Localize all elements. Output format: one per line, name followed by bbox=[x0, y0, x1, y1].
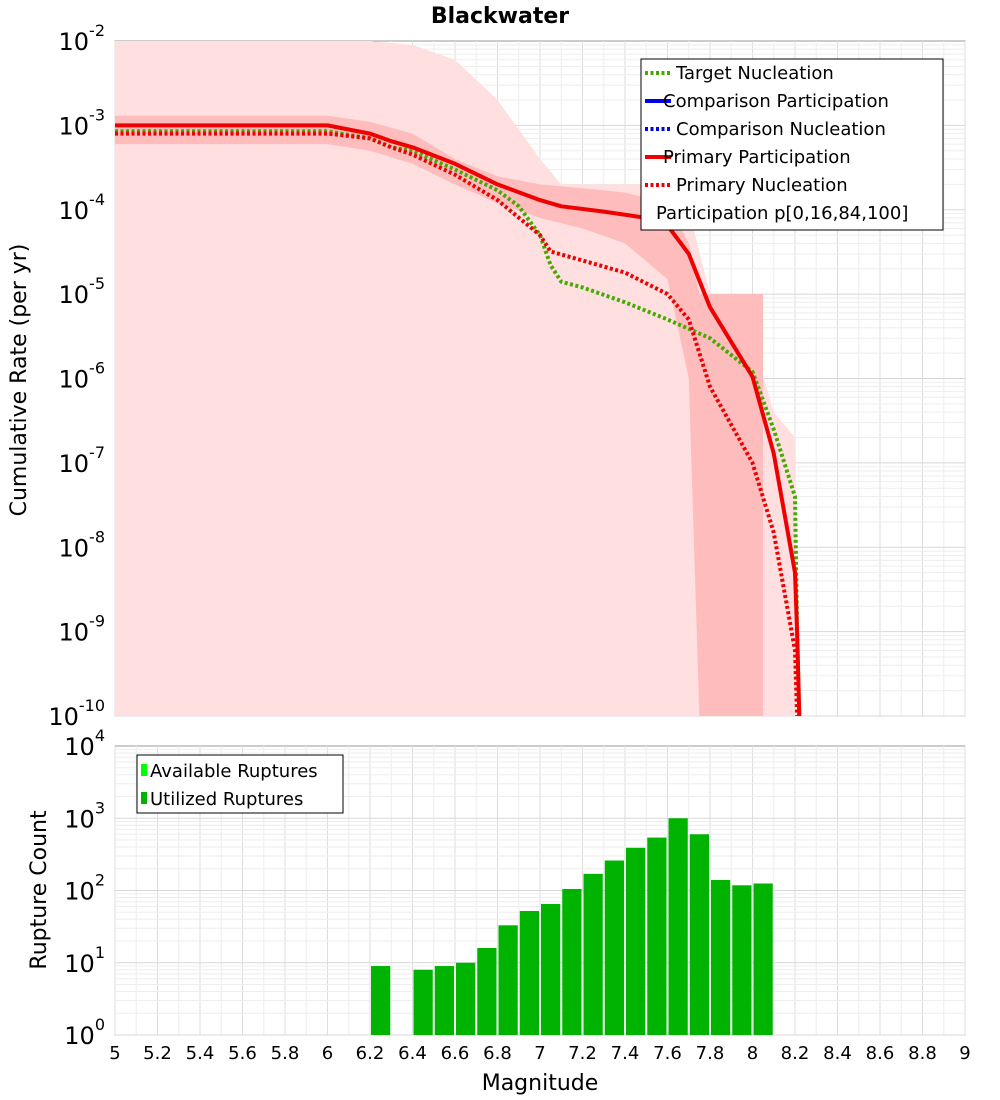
y-tick-label: 10-10 bbox=[48, 696, 105, 731]
x-tick-label: 9 bbox=[959, 1043, 970, 1064]
y-tick-label: 100 bbox=[64, 1015, 105, 1050]
x-tick-label: 5.2 bbox=[143, 1043, 172, 1064]
legend-swatch bbox=[141, 792, 147, 804]
rate-legend-box bbox=[640, 58, 944, 231]
count-bars bbox=[371, 818, 773, 1035]
y-tick-label: 10-4 bbox=[59, 190, 106, 225]
x-tick-label: 7.8 bbox=[696, 1043, 725, 1064]
x-tick-label: 6.2 bbox=[356, 1043, 385, 1064]
x-tick-label: 5.4 bbox=[186, 1043, 215, 1064]
rupture-count-bar bbox=[583, 873, 603, 1035]
rupture-count-bar bbox=[753, 883, 773, 1035]
rupture-count-bar bbox=[371, 966, 391, 1035]
legend-label: Primary Participation bbox=[663, 147, 851, 168]
rupture-count-bar bbox=[519, 911, 539, 1035]
rupture-count-bar bbox=[626, 847, 646, 1035]
chart-title: Blackwater bbox=[431, 4, 569, 29]
rupture-count-bar bbox=[562, 888, 582, 1035]
count-legend-box bbox=[136, 754, 344, 814]
x-tick-label: 8.2 bbox=[781, 1043, 810, 1064]
rupture-count-bar bbox=[647, 837, 667, 1035]
rupture-count-bar bbox=[456, 962, 476, 1035]
x-tick-label: 6.6 bbox=[441, 1043, 470, 1064]
legend-label: Comparison Participation bbox=[663, 91, 889, 112]
x-tick-label: 8.6 bbox=[866, 1043, 895, 1064]
legend-label: Comparison Nucleation bbox=[676, 119, 886, 140]
rupture-count-bar bbox=[689, 834, 709, 1035]
x-tick-labels: 5 5.2 5.4 5.6 5.8 6 6.2 6.4 6.6 6.8 7 7.2 7.4 7.6 7.8 8… bbox=[109, 1043, 970, 1064]
rupture-count-bar bbox=[541, 904, 561, 1035]
y-tick-label: 10-8 bbox=[59, 527, 106, 562]
legend-label: Target Nucleation bbox=[675, 63, 834, 84]
participation-bands bbox=[115, 41, 795, 716]
x-tick-label: 6.4 bbox=[398, 1043, 427, 1064]
legend-label: Primary Nucleation bbox=[676, 175, 848, 196]
count-legend-items: Available Ruptures Utilized Ruptures bbox=[141, 761, 318, 810]
legend-label: Available Ruptures bbox=[150, 761, 318, 782]
count-legend: Available Ruptures Utilized Ruptures bbox=[136, 754, 344, 814]
legend-swatch bbox=[141, 764, 147, 776]
rate-chart: 10-2 10-3 10-4 10-5 10-6 10-7 10-8 10-9 10-10 Cu… bbox=[7, 21, 966, 731]
y-tick-label: 10-7 bbox=[59, 443, 106, 478]
band-p16-p84 bbox=[115, 115, 764, 716]
y-tick-label: 10-2 bbox=[59, 21, 106, 56]
x-tick-label: 7.4 bbox=[611, 1043, 640, 1064]
x-tick-label: 7 bbox=[534, 1043, 545, 1064]
rupture-count-bar bbox=[668, 818, 688, 1035]
y-tick-label: 104 bbox=[64, 726, 105, 761]
legend-label: Participation p[0,16,84,100] bbox=[656, 203, 908, 224]
x-tick-label: 6 bbox=[322, 1043, 333, 1064]
rate-legend: Target Nucleation Comparison Participatio… bbox=[640, 58, 944, 231]
x-tick-label: 8 bbox=[747, 1043, 758, 1064]
x-axis-label: Magnitude bbox=[482, 1071, 599, 1096]
rupture-count-bar bbox=[604, 860, 624, 1035]
rate-legend-items: Target Nucleation Comparison Participatio… bbox=[645, 63, 908, 224]
y-tick-label: 10-6 bbox=[59, 359, 106, 394]
x-tick-label: 8.8 bbox=[908, 1043, 937, 1064]
rate-y-tick-labels: 10-2 10-3 10-4 10-5 10-6 10-7 10-8 10-9 10-10 bbox=[48, 21, 105, 731]
y-tick-label: 10-3 bbox=[59, 105, 106, 140]
x-tick-label: 5.6 bbox=[228, 1043, 257, 1064]
x-tick-label: 8.4 bbox=[823, 1043, 852, 1064]
legend-label: Utilized Ruptures bbox=[150, 789, 303, 810]
y-tick-label: 103 bbox=[64, 798, 105, 833]
series-primary-participation bbox=[115, 123, 802, 716]
y-tick-label: 101 bbox=[64, 943, 105, 978]
x-tick-label: 5.8 bbox=[271, 1043, 300, 1064]
rate-y-axis-label: Cumulative Rate (per yr) bbox=[7, 244, 32, 517]
count-y-axis-label: Rupture Count bbox=[27, 810, 52, 970]
count-y-tick-labels: 104 103 102 101 100 bbox=[64, 726, 105, 1050]
rupture-count-bar bbox=[434, 966, 454, 1035]
rate-lines bbox=[115, 123, 802, 716]
rupture-count-bar bbox=[732, 885, 752, 1035]
x-tick-label: 7.2 bbox=[568, 1043, 597, 1064]
x-tick-label: 6.8 bbox=[483, 1043, 512, 1064]
rupture-count-bar bbox=[711, 879, 731, 1035]
count-chart: 104 103 102 101 100 Rupture Count Available … bbox=[27, 726, 966, 1050]
rupture-count-bar bbox=[498, 925, 518, 1035]
y-tick-label: 102 bbox=[64, 871, 105, 906]
count-grid bbox=[114, 746, 966, 1036]
series-primary-nucleation bbox=[115, 131, 800, 716]
y-tick-label: 10-9 bbox=[59, 612, 106, 647]
x-tick-label: 7.6 bbox=[653, 1043, 682, 1064]
rupture-count-bar bbox=[477, 948, 497, 1035]
x-tick-label: 5 bbox=[109, 1043, 120, 1064]
rupture-count-bar bbox=[413, 969, 433, 1035]
y-tick-label: 10-5 bbox=[59, 274, 106, 309]
